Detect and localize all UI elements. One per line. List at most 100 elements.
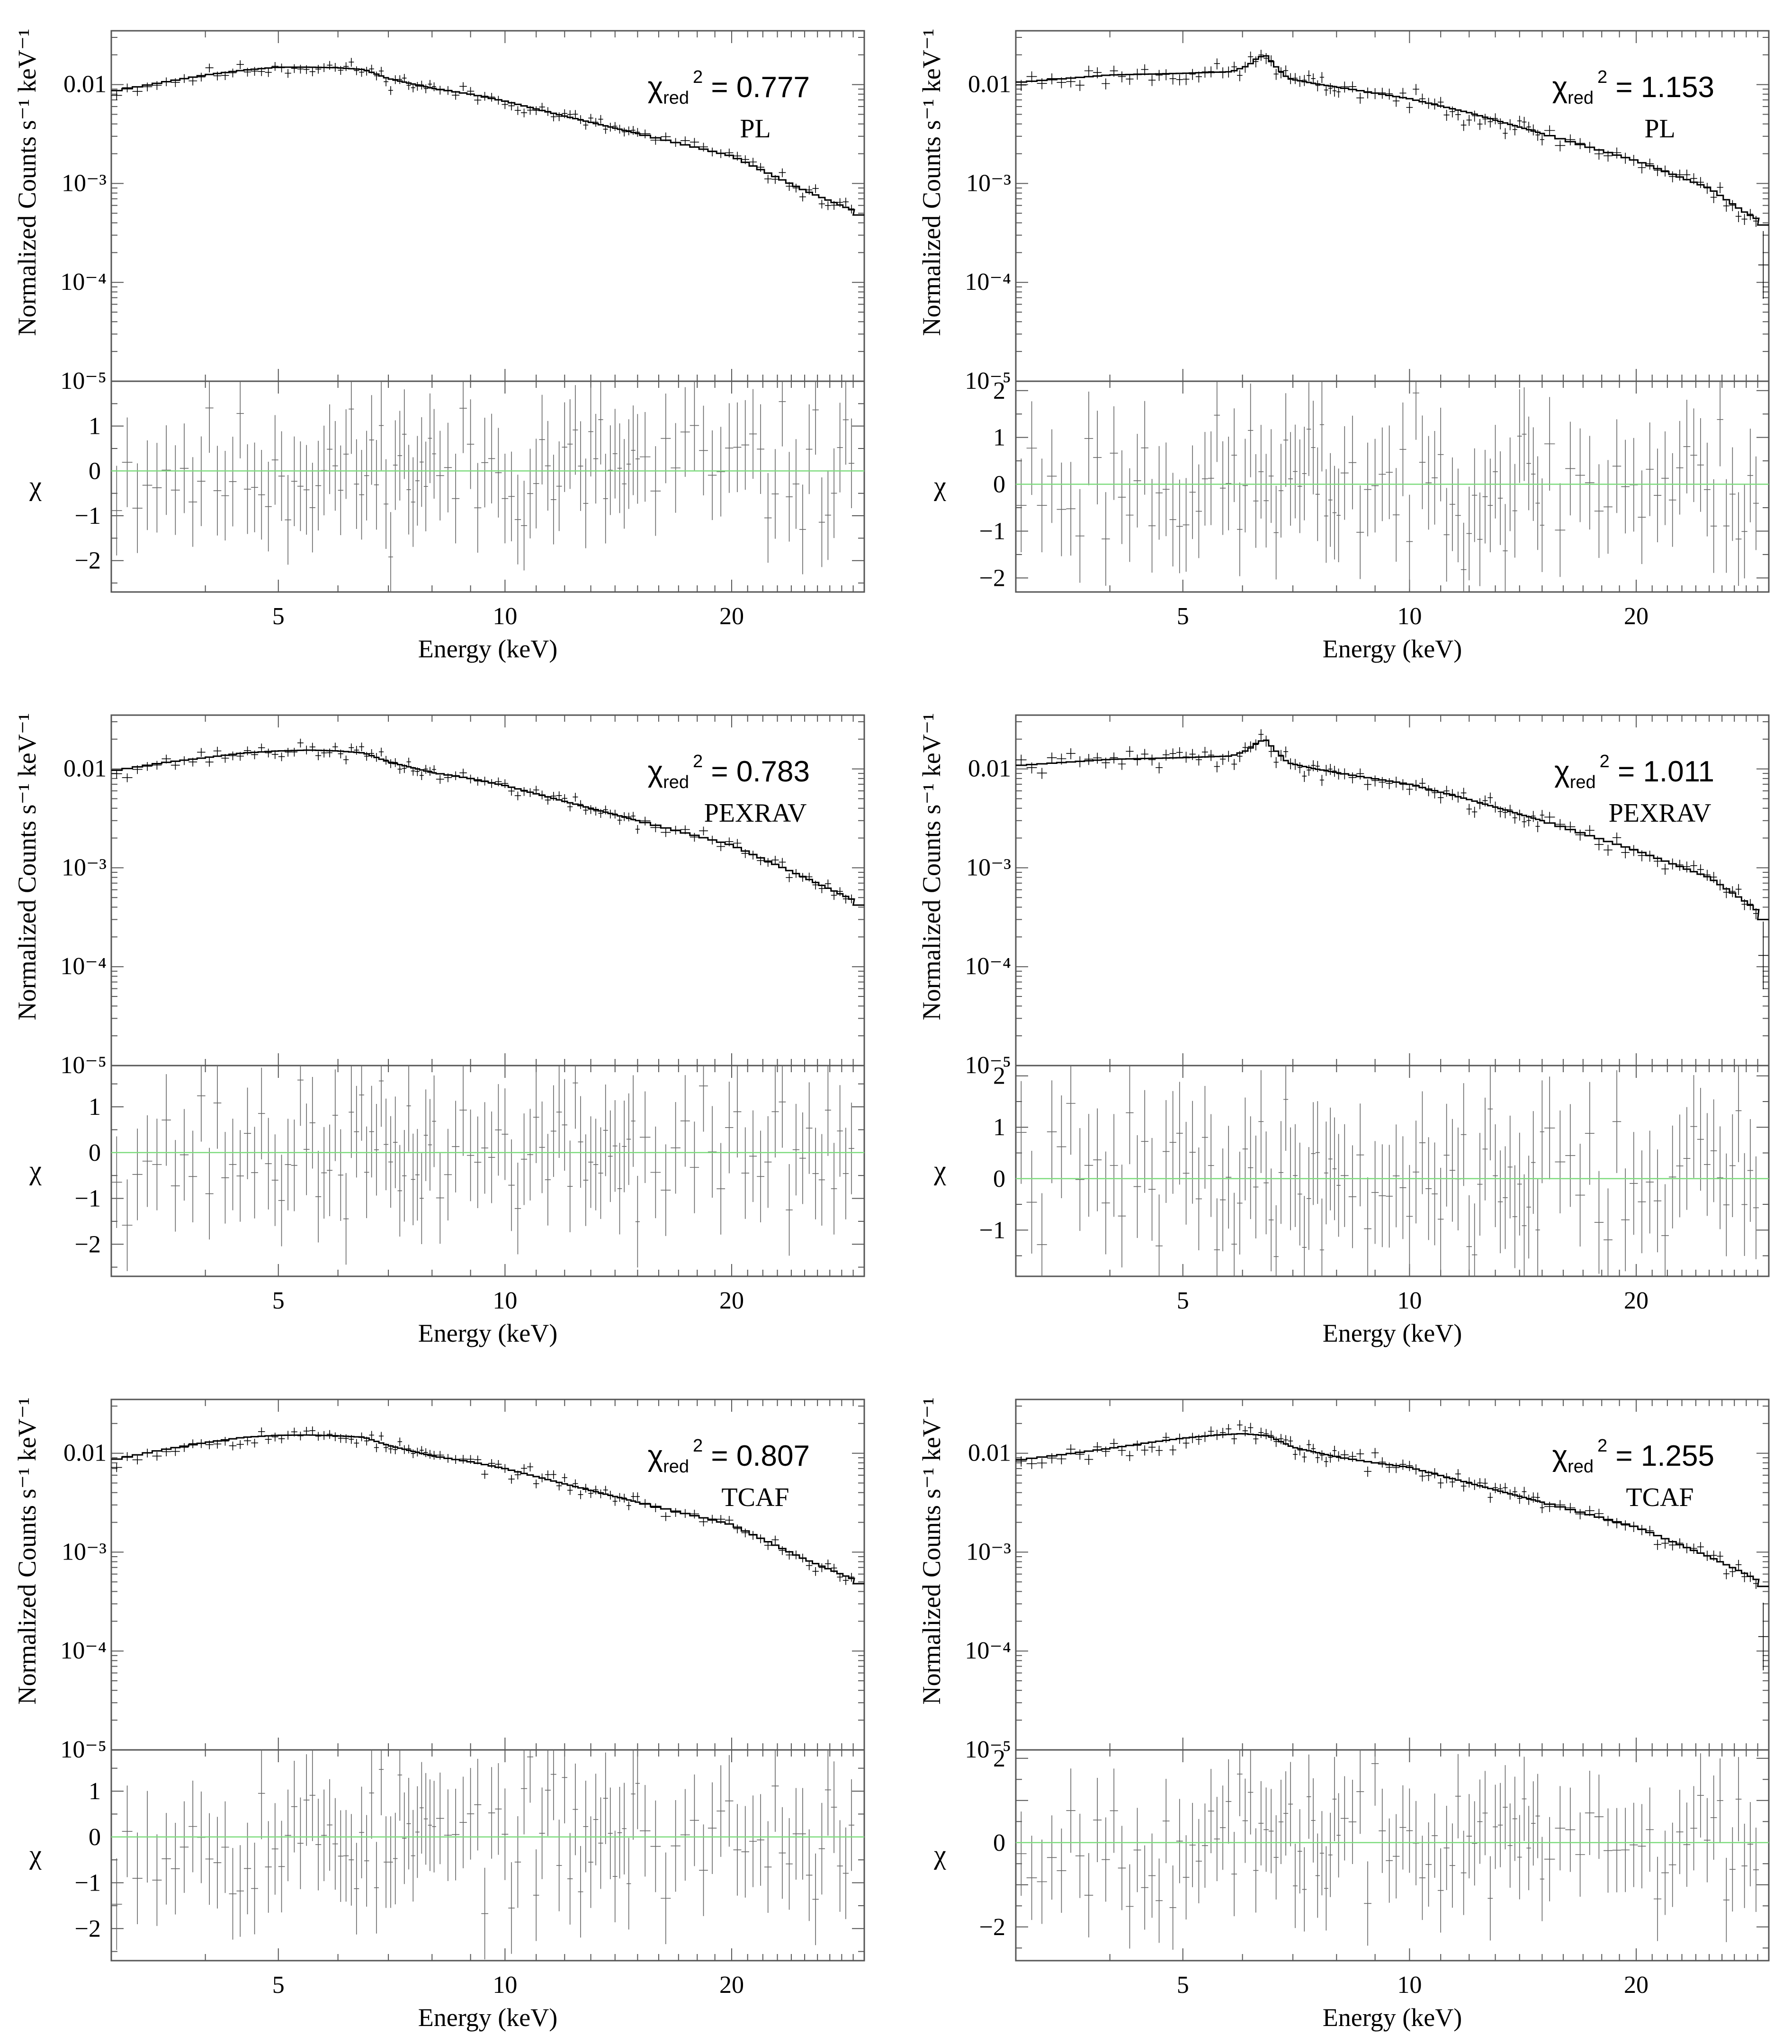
y-tick-label: 0.01 — [968, 71, 1011, 98]
chi2-annotation: χred2 = 0.807 — [648, 1436, 810, 1477]
y-tick-label: 10⁻⁴ — [965, 269, 1011, 296]
resid-tick-label: −2 — [979, 1914, 1005, 1941]
y-tick-label: 0.01 — [968, 1440, 1011, 1467]
x-tick-label: 20 — [719, 1287, 744, 1314]
data-points — [1016, 1420, 1768, 1671]
y-tick-label: 10⁻⁴ — [60, 1637, 107, 1664]
y-axis-label-residual: χ — [29, 1155, 42, 1186]
residual-points — [111, 381, 854, 592]
model-curve — [111, 66, 864, 216]
y-axis-label-spectrum: Normalized Counts s⁻¹ keV⁻¹ — [917, 29, 946, 336]
x-tick-label: 5 — [272, 603, 285, 630]
resid-tick-label: −2 — [75, 547, 101, 574]
residual-points — [111, 1066, 854, 1271]
model-curve — [111, 749, 864, 906]
y-tick-label: 0.01 — [63, 1440, 107, 1467]
x-axis-label: Energy (keV) — [418, 2003, 557, 2032]
x-axis-label: Energy (keV) — [1323, 1319, 1462, 1347]
y-tick-label: 10⁻⁴ — [60, 953, 107, 980]
resid-tick-label: 0 — [89, 457, 101, 484]
x-tick-label: 20 — [1624, 603, 1649, 630]
resid-tick-label: −2 — [979, 565, 1005, 592]
resid-tick-label: −1 — [979, 518, 1005, 545]
y-tick-label: 10⁻⁵ — [965, 1736, 1011, 1763]
y-tick-label: 10⁻³ — [62, 170, 107, 197]
y-tick-label: 10⁻⁴ — [965, 953, 1011, 980]
y-axis-label-residual: χ — [933, 471, 946, 502]
residual-frame — [1015, 1065, 1770, 1277]
residual-frame — [110, 1065, 865, 1277]
x-tick-label: 5 — [1177, 1972, 1189, 1999]
y-axis-label-residual: χ — [933, 1839, 946, 1870]
residual-frame — [110, 1749, 865, 1962]
resid-tick-label: 0 — [89, 1139, 101, 1166]
x-tick-label: 10 — [1397, 603, 1422, 630]
x-axis-label: Energy (keV) — [1323, 2003, 1462, 2032]
model-label: PEXRAV — [704, 798, 807, 828]
resid-tick-label: 2 — [993, 377, 1005, 404]
residual-frame — [1015, 1749, 1770, 1962]
y-axis-label-residual: χ — [933, 1155, 946, 1186]
resid-tick-label: −2 — [75, 1231, 101, 1258]
model-curve — [1016, 55, 1769, 226]
resid-tick-label: 1 — [993, 424, 1005, 451]
chi2-annotation: χred2 = 1.153 — [1552, 67, 1714, 108]
y-axis-label-spectrum: Normalized Counts s⁻¹ keV⁻¹ — [917, 713, 946, 1021]
x-axis-label: Energy (keV) — [1323, 635, 1462, 663]
y-tick-label: 10⁻³ — [966, 854, 1011, 881]
resid-tick-label: 2 — [993, 1063, 1005, 1090]
y-tick-label: 10⁻⁵ — [60, 368, 107, 394]
x-tick-label: 10 — [493, 1972, 517, 1999]
y-tick-label: 10⁻³ — [62, 854, 107, 881]
residual-frame — [110, 380, 865, 593]
residual-points — [1016, 1750, 1759, 1950]
chi2-annotation: χred2 = 1.011 — [1554, 752, 1714, 792]
y-axis-label-spectrum: Normalized Counts s⁻¹ keV⁻¹ — [13, 713, 41, 1021]
y-tick-label: 10⁻³ — [966, 170, 1011, 197]
y-axis-label-spectrum: Normalized Counts s⁻¹ keV⁻¹ — [13, 1398, 41, 1705]
x-tick-label: 5 — [1177, 603, 1189, 630]
x-tick-label: 5 — [1177, 1287, 1189, 1314]
x-tick-label: 5 — [272, 1287, 285, 1314]
y-tick-label: 10⁻³ — [62, 1538, 107, 1565]
resid-tick-label: 0 — [89, 1824, 101, 1851]
x-tick-label: 10 — [1397, 1972, 1422, 1999]
y-tick-label: 10⁻³ — [966, 1538, 1011, 1565]
y-tick-label: 0.01 — [63, 755, 107, 782]
resid-tick-label: 1 — [89, 413, 101, 440]
chi2-annotation: χred2 = 0.777 — [648, 67, 810, 108]
y-tick-label: 10⁻⁵ — [60, 1736, 107, 1763]
resid-tick-label: 1 — [89, 1094, 101, 1121]
x-tick-label: 20 — [719, 1972, 744, 1999]
x-tick-label: 20 — [1624, 1287, 1649, 1314]
model-label: PL — [1644, 114, 1675, 143]
y-axis-label-spectrum: Normalized Counts s⁻¹ keV⁻¹ — [917, 1398, 946, 1705]
x-tick-label: 20 — [1624, 1972, 1649, 1999]
y-tick-label: 10⁻⁵ — [965, 368, 1011, 394]
resid-tick-label: 0 — [993, 471, 1005, 498]
chi2-annotation: χred2 = 0.783 — [648, 752, 810, 792]
resid-tick-label: 1 — [89, 1778, 101, 1805]
resid-tick-label: 1 — [993, 1114, 1005, 1141]
resid-tick-label: 0 — [993, 1165, 1005, 1192]
model-curve — [1016, 739, 1769, 921]
y-tick-label: 0.01 — [63, 71, 107, 98]
resid-tick-label: −1 — [75, 1185, 101, 1212]
residual-points — [1016, 1066, 1759, 1276]
chi2-annotation: χred2 = 1.255 — [1552, 1436, 1714, 1477]
y-tick-label: 10⁻⁴ — [60, 269, 107, 296]
model-label: TCAF — [1626, 1483, 1693, 1512]
y-tick-label: 10⁻⁵ — [60, 1052, 107, 1079]
resid-tick-label: −1 — [75, 1870, 101, 1897]
x-tick-label: 10 — [493, 1287, 517, 1314]
model-label: TCAF — [721, 1483, 789, 1512]
model-curve — [1016, 1433, 1769, 1587]
x-axis-label: Energy (keV) — [418, 1319, 557, 1347]
y-tick-label: 0.01 — [968, 755, 1011, 782]
data-points — [1016, 729, 1768, 989]
